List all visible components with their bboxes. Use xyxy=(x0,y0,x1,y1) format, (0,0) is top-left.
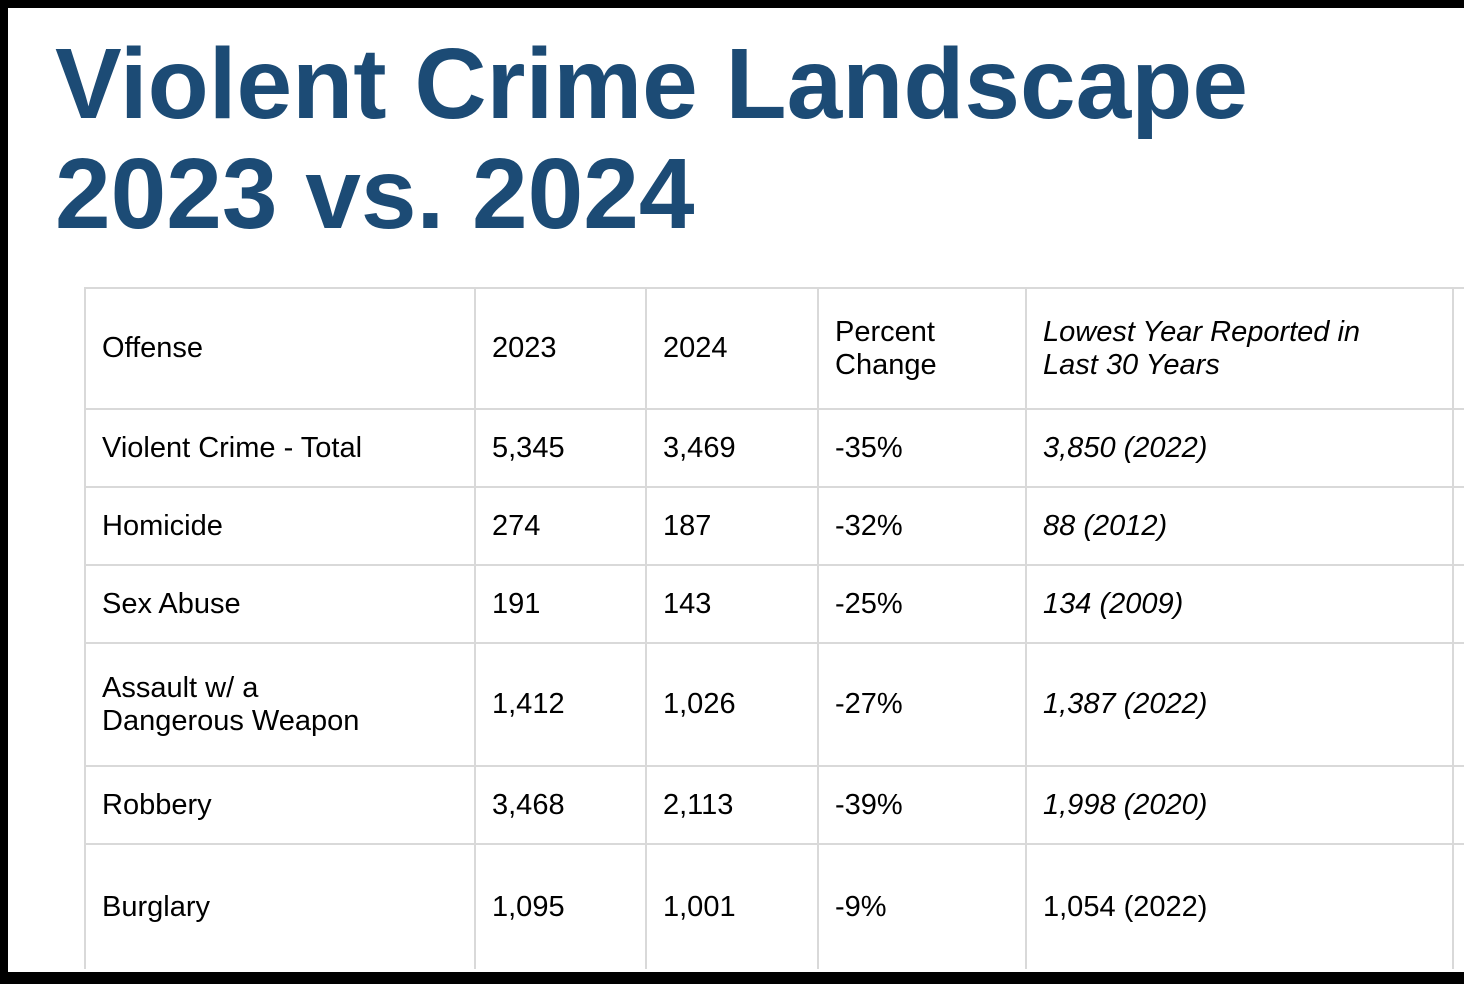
lowest-year-cell: 3,850 (2022) xyxy=(1025,408,1454,488)
offense-label: Sex Abuse xyxy=(102,587,241,620)
percent-change-cell: -27% xyxy=(817,642,1027,767)
value-2024: 1,001 xyxy=(663,891,736,923)
col-header-offense: Offense xyxy=(84,287,476,410)
value-2023-cell: 274 xyxy=(474,486,647,566)
offense-label: Robbery xyxy=(102,788,212,821)
title-line-1: Violent Crime Landscape xyxy=(55,28,1248,140)
percent-change-cell: -32% xyxy=(817,486,1027,566)
extra-cell xyxy=(1452,843,1464,969)
value-2024: 3,469 xyxy=(663,431,736,464)
extra-cell xyxy=(1452,765,1464,845)
value-2024-cell: 2,113 xyxy=(645,765,819,845)
value-2023-cell: 1,412 xyxy=(474,642,647,767)
value-2023: 5,345 xyxy=(492,431,565,464)
offense-cell: Burglary xyxy=(84,843,476,969)
table-row-robbery: Robbery 3,468 2,113 -39% 1,998 (2020) xyxy=(84,765,1464,845)
table-row-violent-crime-total: Violent Crime - Total 5,345 3,469 -35% 3… xyxy=(84,408,1464,488)
value-2024-cell: 1,001 xyxy=(645,843,819,969)
percent-change-cell: -35% xyxy=(817,408,1027,488)
value-2023: 274 xyxy=(492,509,541,542)
table-row-homicide: Homicide 274 187 -32% 88 (2012) xyxy=(84,486,1464,566)
offense-label: Violent Crime - Total xyxy=(102,431,363,464)
col-header-extra xyxy=(1452,287,1464,410)
col-header-lowest-year-label: Lowest Year Reported in Last 30 Years xyxy=(1043,315,1361,381)
percent-change: -32% xyxy=(835,509,903,542)
offense-label: Assault w/ a Dangerous Weapon xyxy=(102,671,360,737)
offense-cell: Homicide xyxy=(84,486,476,566)
crime-table: Offense 2023 2024 Percent Change Lowest … xyxy=(84,287,1464,969)
extra-cell xyxy=(1452,486,1464,566)
lowest-year-cell: 134 (2009) xyxy=(1025,564,1454,644)
percent-change-cell: -9% xyxy=(817,843,1027,969)
extra-cell xyxy=(1452,642,1464,767)
lowest-year-cell: 1,998 (2020) xyxy=(1025,765,1454,845)
value-2023: 1,095 xyxy=(492,891,565,923)
value-2024-cell: 187 xyxy=(645,486,819,566)
percent-change: -9% xyxy=(835,891,887,923)
lowest-year: 3,850 (2022) xyxy=(1043,431,1208,464)
lowest-year: 1,998 (2020) xyxy=(1043,788,1208,821)
slide: Violent Crime Landscape 2023 vs. 2024 Off… xyxy=(8,8,1464,972)
col-header-offense-label: Offense xyxy=(102,332,204,364)
table-row-sex-abuse: Sex Abuse 191 143 -25% 134 (2009) xyxy=(84,564,1464,644)
value-2023-cell: 191 xyxy=(474,564,647,644)
value-2023-cell: 3,468 xyxy=(474,765,647,845)
offense-cell: Violent Crime - Total xyxy=(84,408,476,488)
percent-change-cell: -25% xyxy=(817,564,1027,644)
col-header-percent-change: Percent Change xyxy=(817,287,1027,410)
value-2024: 143 xyxy=(663,587,712,620)
lowest-year: 1,387 (2022) xyxy=(1043,688,1208,720)
offense-label: Burglary xyxy=(102,891,210,923)
percent-change: -27% xyxy=(835,688,903,720)
value-2024-cell: 143 xyxy=(645,564,819,644)
crime-table-container: Offense 2023 2024 Percent Change Lowest … xyxy=(84,287,1464,969)
lowest-year-cell: 88 (2012) xyxy=(1025,486,1454,566)
percent-change: -25% xyxy=(835,587,903,620)
extra-cell xyxy=(1452,408,1464,488)
page-title: Violent Crime Landscape 2023 vs. 2024 xyxy=(55,29,1248,249)
percent-change-cell: -39% xyxy=(817,765,1027,845)
table-row-burglary: Burglary 1,095 1,001 -9% 1,054 (2022) xyxy=(84,843,1464,969)
offense-cell: Assault w/ a Dangerous Weapon xyxy=(84,642,476,767)
lowest-year: 88 (2012) xyxy=(1043,509,1168,542)
col-header-2023-label: 2023 xyxy=(492,332,557,364)
value-2024: 1,026 xyxy=(663,688,736,720)
col-header-2024-label: 2024 xyxy=(663,332,728,364)
offense-label: Homicide xyxy=(102,509,223,542)
col-header-2024: 2024 xyxy=(645,287,819,410)
value-2024: 2,113 xyxy=(663,788,734,821)
table-row-assault: Assault w/ a Dangerous Weapon 1,412 1,02… xyxy=(84,642,1464,767)
table-header-row: Offense 2023 2024 Percent Change Lowest … xyxy=(84,287,1464,410)
value-2024-cell: 3,469 xyxy=(645,408,819,488)
lowest-year: 134 (2009) xyxy=(1043,587,1184,620)
lowest-year: 1,054 (2022) xyxy=(1043,891,1208,923)
value-2023-cell: 5,345 xyxy=(474,408,647,488)
value-2023: 3,468 xyxy=(492,788,565,821)
percent-change: -39% xyxy=(835,788,903,821)
col-header-percent-change-label: Percent Change xyxy=(835,315,937,381)
col-header-lowest-year: Lowest Year Reported in Last 30 Years xyxy=(1025,287,1454,410)
value-2023: 191 xyxy=(492,587,541,620)
title-line-2: 2023 vs. 2024 xyxy=(55,138,695,250)
value-2023-cell: 1,095 xyxy=(474,843,647,969)
offense-cell: Robbery xyxy=(84,765,476,845)
percent-change: -35% xyxy=(835,431,903,464)
lowest-year-cell: 1,054 (2022) xyxy=(1025,843,1454,969)
value-2023: 1,412 xyxy=(492,688,565,720)
value-2024: 187 xyxy=(663,509,712,542)
col-header-2023: 2023 xyxy=(474,287,647,410)
value-2024-cell: 1,026 xyxy=(645,642,819,767)
extra-cell xyxy=(1452,564,1464,644)
lowest-year-cell: 1,387 (2022) xyxy=(1025,642,1454,767)
offense-cell: Sex Abuse xyxy=(84,564,476,644)
